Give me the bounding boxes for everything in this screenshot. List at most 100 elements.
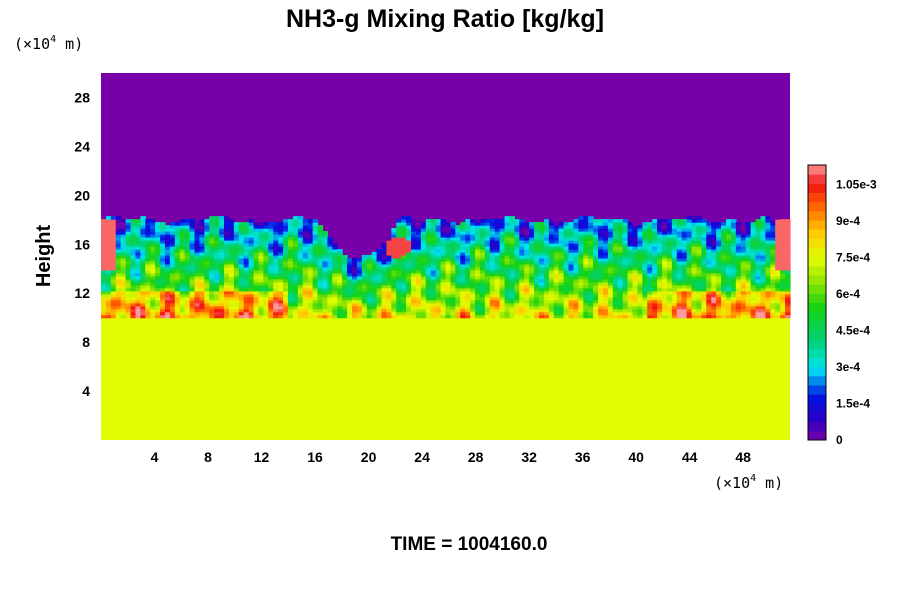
field-cell bbox=[622, 263, 629, 268]
field-cell bbox=[440, 269, 447, 274]
field-cell bbox=[199, 302, 205, 307]
field-cell bbox=[534, 302, 540, 307]
field-cell bbox=[460, 248, 466, 253]
field-cell bbox=[425, 225, 432, 229]
field-cell bbox=[322, 251, 328, 256]
field-cell bbox=[411, 234, 417, 238]
field-cell bbox=[578, 231, 584, 235]
field-cell bbox=[351, 260, 358, 265]
field-cell bbox=[204, 278, 210, 283]
field-cell bbox=[189, 243, 196, 247]
field-cell bbox=[263, 231, 269, 235]
field-cell bbox=[662, 260, 668, 265]
field-cell bbox=[233, 311, 240, 316]
field-cell bbox=[135, 302, 141, 307]
field-cell bbox=[435, 219, 442, 223]
field-cell bbox=[780, 287, 786, 292]
field-cell bbox=[765, 248, 771, 253]
field-cell bbox=[160, 302, 166, 307]
field-cell bbox=[612, 260, 619, 265]
field-cell bbox=[135, 305, 141, 310]
field-cell bbox=[671, 293, 678, 298]
field-cell bbox=[765, 272, 771, 277]
field-cell bbox=[292, 222, 299, 226]
field-cell bbox=[174, 287, 181, 292]
field-cell bbox=[607, 228, 614, 232]
field-cell bbox=[125, 234, 132, 238]
field-cell bbox=[381, 272, 388, 277]
field-cell bbox=[312, 245, 319, 250]
field-cell bbox=[465, 305, 471, 310]
field-cell bbox=[775, 225, 781, 229]
field-cell bbox=[637, 284, 643, 289]
field-cell bbox=[391, 234, 397, 238]
field-cell bbox=[356, 263, 363, 268]
field-cell bbox=[676, 254, 683, 259]
field-cell bbox=[509, 287, 515, 292]
field-cell bbox=[647, 296, 653, 301]
field-cell bbox=[327, 290, 333, 295]
field-cell bbox=[307, 231, 314, 235]
field-cell bbox=[179, 305, 186, 310]
field-cell bbox=[632, 237, 639, 241]
field-cell bbox=[420, 254, 427, 259]
field-cell bbox=[539, 314, 545, 319]
field-cell bbox=[268, 287, 274, 292]
field-cell bbox=[120, 305, 127, 310]
field-cell bbox=[563, 296, 570, 301]
field-cell bbox=[110, 225, 117, 229]
field-cell bbox=[401, 284, 407, 289]
field-cell bbox=[622, 308, 629, 313]
field-cell bbox=[120, 222, 127, 226]
field-cell bbox=[307, 219, 314, 223]
field-cell bbox=[455, 263, 461, 268]
field-cell bbox=[386, 278, 392, 283]
field-cell bbox=[676, 222, 683, 226]
field-cell bbox=[224, 290, 230, 295]
field-cell bbox=[745, 257, 752, 262]
field-cell bbox=[140, 225, 146, 229]
field-cell bbox=[706, 222, 712, 226]
field-cell bbox=[721, 290, 727, 295]
field-cell bbox=[593, 293, 599, 298]
field-cell bbox=[130, 269, 137, 274]
field-cell bbox=[602, 281, 609, 286]
field-cell bbox=[691, 257, 698, 262]
field-cell bbox=[514, 290, 520, 295]
field-cell bbox=[514, 296, 520, 301]
field-cell bbox=[253, 299, 260, 304]
field-cell bbox=[588, 231, 594, 235]
field-cell bbox=[209, 314, 215, 319]
field-cell bbox=[169, 302, 176, 307]
field-cell bbox=[105, 308, 112, 313]
field-cell bbox=[686, 278, 693, 283]
field-cell bbox=[775, 299, 781, 304]
field-cell bbox=[666, 251, 673, 256]
field-cell bbox=[307, 237, 314, 241]
colorbar-band bbox=[808, 330, 826, 340]
field-cell bbox=[263, 260, 269, 265]
field-cell bbox=[238, 299, 245, 304]
field-cell bbox=[662, 308, 668, 313]
field-cell bbox=[696, 284, 703, 289]
field-cell bbox=[288, 269, 294, 274]
field-cell bbox=[337, 266, 343, 271]
colorbar-band bbox=[808, 229, 826, 239]
field-cell bbox=[401, 231, 407, 235]
field-cell bbox=[415, 293, 422, 298]
field-cell bbox=[327, 248, 333, 253]
field-cell bbox=[381, 275, 388, 280]
field-cell bbox=[657, 281, 663, 286]
field-cell bbox=[243, 234, 250, 238]
field-cell bbox=[494, 266, 501, 271]
field-cell bbox=[642, 308, 648, 313]
field-cell bbox=[376, 284, 383, 289]
field-cell bbox=[519, 234, 525, 238]
field-cell bbox=[499, 290, 506, 295]
field-cell bbox=[750, 231, 757, 235]
field-cell bbox=[529, 314, 535, 319]
field-cell bbox=[465, 284, 471, 289]
field-cell bbox=[228, 219, 235, 223]
field-cell bbox=[691, 305, 698, 310]
field-cell bbox=[735, 302, 742, 307]
